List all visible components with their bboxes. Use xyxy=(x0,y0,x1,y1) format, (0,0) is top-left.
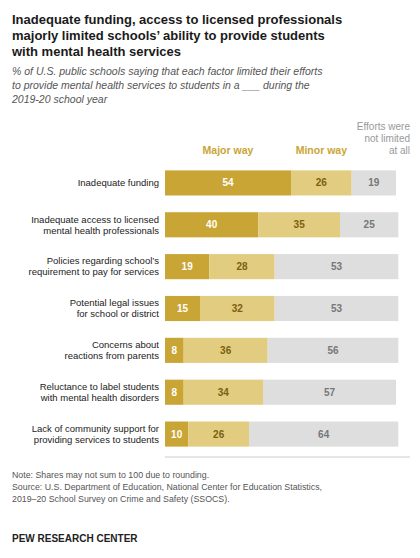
category-label: Inadequate funding xyxy=(78,177,159,188)
legend-entry: Major way xyxy=(203,144,254,156)
legend-entry-line: Minor way xyxy=(296,144,348,156)
data-label: 26 xyxy=(316,177,328,188)
data-label: 53 xyxy=(331,303,343,314)
category-label-line: Policies regarding school’s xyxy=(47,255,160,266)
note-line: 2019–20 School Survey on Crime and Safet… xyxy=(12,494,230,504)
bar-segment xyxy=(165,170,291,195)
category-label-line: requirement to pay for services xyxy=(29,266,160,277)
category-label-line: with mental health disorders xyxy=(40,392,160,403)
data-label: 34 xyxy=(218,387,230,398)
category-label: Concerns aboutreactions from parents xyxy=(64,339,159,361)
bar-segment xyxy=(184,380,263,405)
x-axis-line xyxy=(165,457,410,458)
data-labels: 54 26 19 40 35 25 19 28 53 15 32 53 8 36 56 8 34 57 10 26 64 xyxy=(171,177,380,439)
subtitle-line: to provide mental health services to stu… xyxy=(12,79,310,91)
title: Inadequate funding, access to licensed p… xyxy=(11,12,342,59)
category-label-line: Lack of community support for xyxy=(32,423,159,434)
legend-entry-line: not limited xyxy=(364,133,410,144)
legend-entry: Minor way xyxy=(296,144,348,156)
category-label: Potential legal issuesfor school or dist… xyxy=(70,297,160,319)
note: Note: Shares may not sum to 100 due to r… xyxy=(12,470,322,504)
subtitle-line: 2019-20 school year xyxy=(11,93,108,105)
subtitle-line: % of U.S. public schools saying that eac… xyxy=(12,65,323,77)
data-label: 26 xyxy=(213,429,225,440)
bar-segment xyxy=(165,212,258,237)
category-label: Lack of community support forproviding s… xyxy=(32,423,159,445)
bar-segment xyxy=(184,338,268,363)
data-label: 40 xyxy=(206,219,218,230)
data-label: 19 xyxy=(368,177,380,188)
bar-segment xyxy=(275,254,399,279)
title-line: Inadequate funding, access to licensed p… xyxy=(12,12,342,27)
category-label-line: Inadequate access to licensed xyxy=(31,214,159,225)
category-label: Inadequate access to licensedmental heal… xyxy=(31,214,159,236)
category-label-line: reactions from parents xyxy=(64,350,159,361)
data-label: 25 xyxy=(364,219,376,230)
data-label: 36 xyxy=(220,345,232,356)
bar-segment xyxy=(268,338,399,363)
legend-entry: Efforts werenot limitedat all xyxy=(357,121,411,156)
legend-entry-line: at all xyxy=(389,145,410,156)
bar-segment xyxy=(165,296,200,321)
legend-entry-line: Efforts were xyxy=(357,121,411,132)
data-label: 54 xyxy=(222,177,234,188)
title-line: majorly limited schools’ ability to prov… xyxy=(12,28,325,43)
data-label: 8 xyxy=(172,387,178,398)
title-line: with mental health services xyxy=(11,44,181,59)
data-label: 19 xyxy=(182,261,194,272)
bars xyxy=(165,170,398,446)
bar-segment xyxy=(165,380,184,405)
note-line: Note: Shares may not sum to 100 due to r… xyxy=(12,470,209,480)
data-label: 64 xyxy=(318,429,330,440)
bar-segment xyxy=(209,254,274,279)
category-label: Policies regarding school’srequirement t… xyxy=(29,255,160,277)
data-label: 32 xyxy=(232,303,244,314)
data-label: 53 xyxy=(331,261,343,272)
bar-segment xyxy=(340,212,398,237)
category-label-line: Reluctance to label students xyxy=(40,381,160,392)
background xyxy=(0,0,420,558)
category-label-line: Concerns about xyxy=(92,339,159,350)
data-label: 28 xyxy=(236,261,248,272)
bar-segment xyxy=(275,296,399,321)
data-label: 15 xyxy=(177,303,189,314)
category-label-line: for school or district xyxy=(77,308,160,319)
data-label: 35 xyxy=(294,219,306,230)
category-label-line: Inadequate funding xyxy=(78,177,159,188)
chart: Inadequate funding, access to licensed p… xyxy=(0,0,420,558)
footer: PEW RESEARCH CENTER xyxy=(12,533,138,544)
bar-segment xyxy=(291,170,352,195)
bar-segment xyxy=(165,338,184,363)
data-label: 57 xyxy=(324,387,336,398)
subtitle: % of U.S. public schools saying that eac… xyxy=(11,65,323,105)
note-line: Source: U.S. Department of Education, Na… xyxy=(12,482,322,492)
legend-entry-line: Major way xyxy=(203,144,254,156)
bar-segment xyxy=(165,254,209,279)
bar-segment xyxy=(249,422,398,447)
bar-segment xyxy=(263,380,396,405)
bar-segment xyxy=(188,422,249,447)
category-label: Reluctance to label studentswith mental … xyxy=(40,381,160,403)
bar-segment xyxy=(352,170,396,195)
data-label: 56 xyxy=(327,345,339,356)
category-label-line: Potential legal issues xyxy=(70,297,159,308)
data-label: 10 xyxy=(171,429,183,440)
category-label-line: providing services to students xyxy=(34,434,159,445)
data-label: 8 xyxy=(172,345,178,356)
category-label-line: mental health professionals xyxy=(43,225,159,236)
footer-line: PEW RESEARCH CENTER xyxy=(12,533,138,544)
bar-segment xyxy=(258,212,340,237)
bar-segment xyxy=(165,422,188,447)
bar-segment xyxy=(200,296,275,321)
